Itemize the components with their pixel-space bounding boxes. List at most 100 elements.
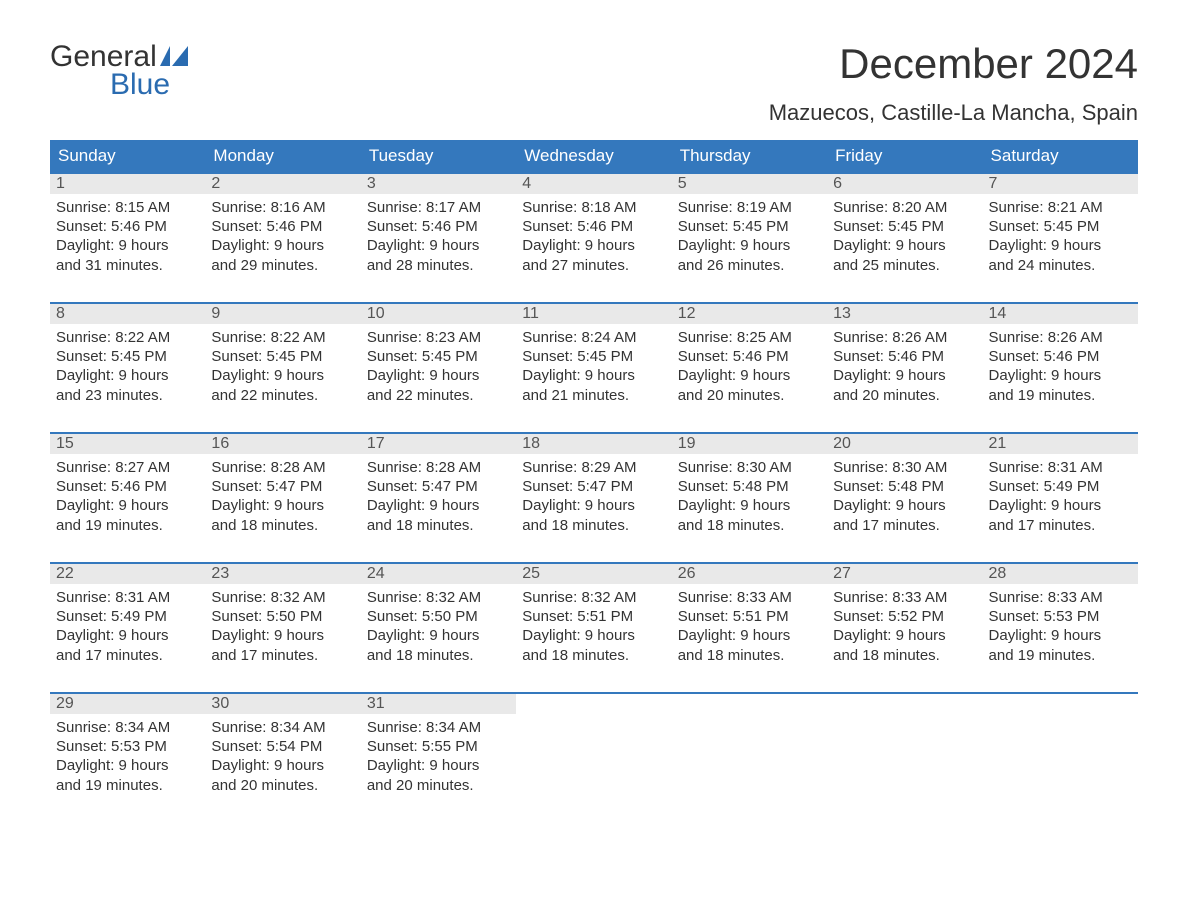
daylight-line2: and 18 minutes. xyxy=(522,516,665,535)
sunrise-text: Sunrise: 8:32 AM xyxy=(367,588,510,607)
daylight-line1: Daylight: 9 hours xyxy=(211,366,354,385)
day-number: 18 xyxy=(516,434,671,454)
calendar-day: 24Sunrise: 8:32 AMSunset: 5:50 PMDayligh… xyxy=(361,564,516,682)
daylight-line2: and 18 minutes. xyxy=(833,646,976,665)
sunset-text: Sunset: 5:46 PM xyxy=(833,347,976,366)
daylight-line2: and 19 minutes. xyxy=(56,776,199,795)
day-details: Sunrise: 8:21 AMSunset: 5:45 PMDaylight:… xyxy=(983,194,1138,281)
day-number: 22 xyxy=(50,564,205,584)
day-details: Sunrise: 8:16 AMSunset: 5:46 PMDaylight:… xyxy=(205,194,360,281)
dow-monday: Monday xyxy=(205,140,360,172)
dow-tuesday: Tuesday xyxy=(361,140,516,172)
day-number: 31 xyxy=(361,694,516,714)
daylight-line2: and 18 minutes. xyxy=(678,646,821,665)
day-details: Sunrise: 8:18 AMSunset: 5:46 PMDaylight:… xyxy=(516,194,671,281)
sunset-text: Sunset: 5:45 PM xyxy=(56,347,199,366)
sunset-text: Sunset: 5:46 PM xyxy=(56,477,199,496)
day-number: 4 xyxy=(516,174,671,194)
day-number: 16 xyxy=(205,434,360,454)
sunrise-text: Sunrise: 8:21 AM xyxy=(989,198,1132,217)
daylight-line2: and 23 minutes. xyxy=(56,386,199,405)
sunset-text: Sunset: 5:48 PM xyxy=(678,477,821,496)
sunrise-text: Sunrise: 8:15 AM xyxy=(56,198,199,217)
sunrise-text: Sunrise: 8:32 AM xyxy=(522,588,665,607)
calendar-day: 25Sunrise: 8:32 AMSunset: 5:51 PMDayligh… xyxy=(516,564,671,682)
day-details: Sunrise: 8:15 AMSunset: 5:46 PMDaylight:… xyxy=(50,194,205,281)
daylight-line1: Daylight: 9 hours xyxy=(989,626,1132,645)
day-number: 5 xyxy=(672,174,827,194)
daylight-line2: and 18 minutes. xyxy=(211,516,354,535)
calendar-week: 15Sunrise: 8:27 AMSunset: 5:46 PMDayligh… xyxy=(50,432,1138,552)
weeks-container: 1Sunrise: 8:15 AMSunset: 5:46 PMDaylight… xyxy=(50,172,1138,812)
calendar-day xyxy=(516,694,671,812)
day-details: Sunrise: 8:23 AMSunset: 5:45 PMDaylight:… xyxy=(361,324,516,411)
sunset-text: Sunset: 5:50 PM xyxy=(211,607,354,626)
sunrise-text: Sunrise: 8:30 AM xyxy=(833,458,976,477)
daylight-line1: Daylight: 9 hours xyxy=(833,496,976,515)
day-details: Sunrise: 8:33 AMSunset: 5:51 PMDaylight:… xyxy=(672,584,827,671)
daylight-line1: Daylight: 9 hours xyxy=(367,366,510,385)
sunset-text: Sunset: 5:51 PM xyxy=(678,607,821,626)
daylight-line1: Daylight: 9 hours xyxy=(678,496,821,515)
sunset-text: Sunset: 5:47 PM xyxy=(522,477,665,496)
day-details: Sunrise: 8:25 AMSunset: 5:46 PMDaylight:… xyxy=(672,324,827,411)
daylight-line2: and 18 minutes. xyxy=(367,646,510,665)
day-number: 14 xyxy=(983,304,1138,324)
sunrise-text: Sunrise: 8:23 AM xyxy=(367,328,510,347)
day-number: 27 xyxy=(827,564,982,584)
dow-sunday: Sunday xyxy=(50,140,205,172)
daylight-line2: and 28 minutes. xyxy=(367,256,510,275)
sunrise-text: Sunrise: 8:31 AM xyxy=(989,458,1132,477)
sunrise-text: Sunrise: 8:28 AM xyxy=(367,458,510,477)
logo: General Blue xyxy=(50,40,194,102)
daylight-line1: Daylight: 9 hours xyxy=(522,626,665,645)
sunrise-text: Sunrise: 8:28 AM xyxy=(211,458,354,477)
day-details: Sunrise: 8:33 AMSunset: 5:53 PMDaylight:… xyxy=(983,584,1138,671)
calendar-day: 13Sunrise: 8:26 AMSunset: 5:46 PMDayligh… xyxy=(827,304,982,422)
daylight-line1: Daylight: 9 hours xyxy=(833,626,976,645)
day-details: Sunrise: 8:28 AMSunset: 5:47 PMDaylight:… xyxy=(361,454,516,541)
daylight-line1: Daylight: 9 hours xyxy=(678,236,821,255)
day-number: 20 xyxy=(827,434,982,454)
day-number: 1 xyxy=(50,174,205,194)
sunrise-text: Sunrise: 8:32 AM xyxy=(211,588,354,607)
sunset-text: Sunset: 5:52 PM xyxy=(833,607,976,626)
sunset-text: Sunset: 5:47 PM xyxy=(367,477,510,496)
day-number: 29 xyxy=(50,694,205,714)
day-details: Sunrise: 8:33 AMSunset: 5:52 PMDaylight:… xyxy=(827,584,982,671)
calendar-day: 29Sunrise: 8:34 AMSunset: 5:53 PMDayligh… xyxy=(50,694,205,812)
sunrise-text: Sunrise: 8:26 AM xyxy=(833,328,976,347)
day-number: 21 xyxy=(983,434,1138,454)
daylight-line1: Daylight: 9 hours xyxy=(522,496,665,515)
calendar-day: 14Sunrise: 8:26 AMSunset: 5:46 PMDayligh… xyxy=(983,304,1138,422)
day-number: 8 xyxy=(50,304,205,324)
sunrise-text: Sunrise: 8:33 AM xyxy=(678,588,821,607)
daylight-line2: and 20 minutes. xyxy=(678,386,821,405)
daylight-line2: and 20 minutes. xyxy=(833,386,976,405)
sunset-text: Sunset: 5:46 PM xyxy=(989,347,1132,366)
sunset-text: Sunset: 5:46 PM xyxy=(56,217,199,236)
day-details: Sunrise: 8:29 AMSunset: 5:47 PMDaylight:… xyxy=(516,454,671,541)
calendar-day: 1Sunrise: 8:15 AMSunset: 5:46 PMDaylight… xyxy=(50,174,205,292)
day-details: Sunrise: 8:26 AMSunset: 5:46 PMDaylight:… xyxy=(827,324,982,411)
sunrise-text: Sunrise: 8:22 AM xyxy=(56,328,199,347)
sunset-text: Sunset: 5:45 PM xyxy=(211,347,354,366)
day-details: Sunrise: 8:30 AMSunset: 5:48 PMDaylight:… xyxy=(672,454,827,541)
calendar-day: 15Sunrise: 8:27 AMSunset: 5:46 PMDayligh… xyxy=(50,434,205,552)
daylight-line2: and 25 minutes. xyxy=(833,256,976,275)
logo-text-2: Blue xyxy=(50,68,194,102)
title-block: December 2024 Mazuecos, Castille-La Manc… xyxy=(769,40,1138,126)
daylight-line1: Daylight: 9 hours xyxy=(56,236,199,255)
day-details: Sunrise: 8:26 AMSunset: 5:46 PMDaylight:… xyxy=(983,324,1138,411)
day-details: Sunrise: 8:30 AMSunset: 5:48 PMDaylight:… xyxy=(827,454,982,541)
day-number: 7 xyxy=(983,174,1138,194)
calendar-week: 29Sunrise: 8:34 AMSunset: 5:53 PMDayligh… xyxy=(50,692,1138,812)
sunrise-text: Sunrise: 8:33 AM xyxy=(833,588,976,607)
sunset-text: Sunset: 5:49 PM xyxy=(56,607,199,626)
daylight-line2: and 17 minutes. xyxy=(989,516,1132,535)
sunset-text: Sunset: 5:45 PM xyxy=(522,347,665,366)
daylight-line2: and 27 minutes. xyxy=(522,256,665,275)
daylight-line1: Daylight: 9 hours xyxy=(367,236,510,255)
daylight-line1: Daylight: 9 hours xyxy=(211,496,354,515)
calendar-day xyxy=(827,694,982,812)
